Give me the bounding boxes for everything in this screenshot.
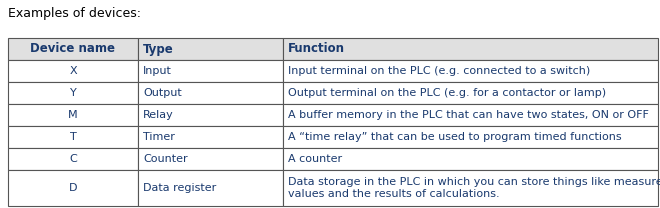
Text: Type: Type <box>143 42 174 56</box>
Text: A counter: A counter <box>288 154 342 164</box>
Text: Examples of devices:: Examples of devices: <box>8 7 141 21</box>
Text: Output: Output <box>143 88 182 98</box>
Text: Timer: Timer <box>143 132 175 142</box>
Text: Function: Function <box>288 42 345 56</box>
Bar <box>8 60 138 82</box>
Bar <box>283 126 658 148</box>
Bar <box>138 82 283 104</box>
Text: X: X <box>69 66 77 76</box>
Text: Device name: Device name <box>30 42 116 56</box>
Text: Input terminal on the PLC (e.g. connected to a switch): Input terminal on the PLC (e.g. connecte… <box>288 66 590 76</box>
Bar <box>8 170 138 206</box>
Bar <box>283 170 658 206</box>
Text: A buffer memory in the PLC that can have two states, ON or OFF: A buffer memory in the PLC that can have… <box>288 110 649 120</box>
Bar <box>8 82 138 104</box>
Text: Data register: Data register <box>143 183 216 193</box>
Bar <box>8 126 138 148</box>
Bar <box>283 60 658 82</box>
Bar <box>138 126 283 148</box>
Bar <box>138 104 283 126</box>
Bar <box>8 148 138 170</box>
Text: D: D <box>69 183 77 193</box>
Bar <box>283 104 658 126</box>
Text: A “time relay” that can be used to program timed functions: A “time relay” that can be used to progr… <box>288 132 622 142</box>
Text: Data storage in the PLC in which you can store things like measured
values and t: Data storage in the PLC in which you can… <box>288 177 660 199</box>
Text: Relay: Relay <box>143 110 174 120</box>
Bar <box>8 38 138 60</box>
Bar <box>283 38 658 60</box>
Bar <box>138 38 283 60</box>
Text: Input: Input <box>143 66 172 76</box>
Bar <box>138 60 283 82</box>
Bar <box>283 148 658 170</box>
Text: T: T <box>69 132 77 142</box>
Bar <box>283 82 658 104</box>
Text: Output terminal on the PLC (e.g. for a contactor or lamp): Output terminal on the PLC (e.g. for a c… <box>288 88 606 98</box>
Text: C: C <box>69 154 77 164</box>
Bar <box>138 170 283 206</box>
Bar <box>138 148 283 170</box>
Text: Y: Y <box>69 88 77 98</box>
Bar <box>8 104 138 126</box>
Text: Counter: Counter <box>143 154 187 164</box>
Text: M: M <box>68 110 78 120</box>
